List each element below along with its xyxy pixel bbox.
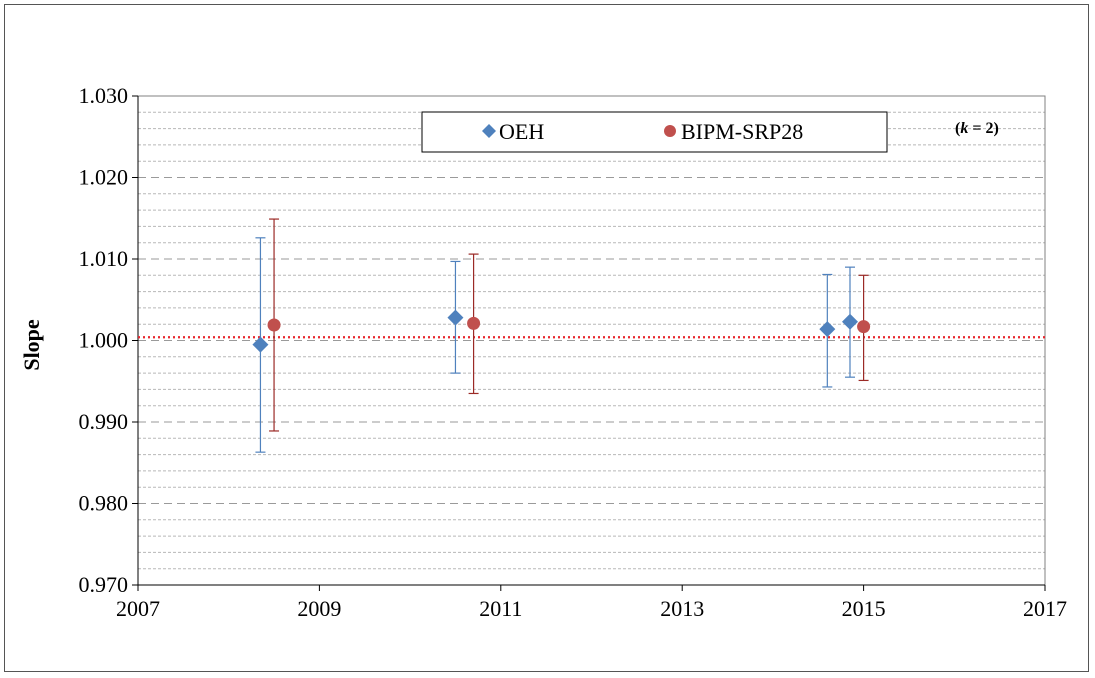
- legend: OEH BIPM-SRP28: [421, 111, 888, 153]
- y-tick-label: 1.010: [79, 246, 129, 271]
- y-tick-label: 0.970: [79, 572, 129, 597]
- data-point-diamond: [841, 313, 858, 330]
- data-point-diamond: [819, 321, 836, 338]
- x-tick-label: 2013: [660, 596, 704, 621]
- data-point-diamond: [447, 309, 464, 326]
- data-point-diamond: [252, 336, 269, 353]
- data-point-circle: [267, 318, 281, 332]
- x-tick-label: 2007: [116, 596, 160, 621]
- legend-bipm-marker: [664, 125, 676, 137]
- y-axis-title: Slope: [19, 319, 44, 371]
- annotation-open: (: [955, 120, 960, 137]
- legend-bipm-label: BIPM-SRP28: [681, 119, 803, 144]
- chart-frame: 0.970 0.980 0.990 1.000 1.010 1.020 1.030 2007 2…: [4, 4, 1089, 672]
- legend-oeh-label: OEH: [499, 119, 544, 144]
- grid-lines: [138, 111, 1045, 570]
- annotation-var: k: [960, 120, 968, 137]
- y-tick-label: 0.980: [79, 491, 129, 516]
- y-tick-label: 0.990: [79, 409, 129, 434]
- annotation-rest: = 2): [968, 120, 998, 137]
- axes: 0.970 0.980 0.990 1.000 1.010 1.020 1.030 2007 2…: [79, 83, 1068, 621]
- x-tick-label: 2017: [1023, 596, 1067, 621]
- x-tick-label: 2011: [479, 596, 522, 621]
- y-tick-label: 1.020: [79, 165, 129, 190]
- data-point-circle: [857, 320, 871, 334]
- legend-oeh-marker: [482, 124, 496, 138]
- x-tick-label: 2015: [842, 596, 886, 621]
- y-tick-label: 1.030: [79, 83, 129, 108]
- y-tick-label: 1.000: [79, 328, 129, 353]
- x-tick-label: 2009: [297, 596, 341, 621]
- legend-box: [421, 111, 888, 153]
- chart: 0.970 0.980 0.990 1.000 1.010 1.020 1.030 2007 2…: [19, 83, 1068, 621]
- data-marks: [252, 218, 871, 453]
- coverage-annotation: (k = 2): [955, 120, 999, 137]
- data-point-circle: [467, 316, 481, 330]
- series-bipm-srp28: [267, 218, 871, 432]
- series-oeh: [252, 237, 858, 453]
